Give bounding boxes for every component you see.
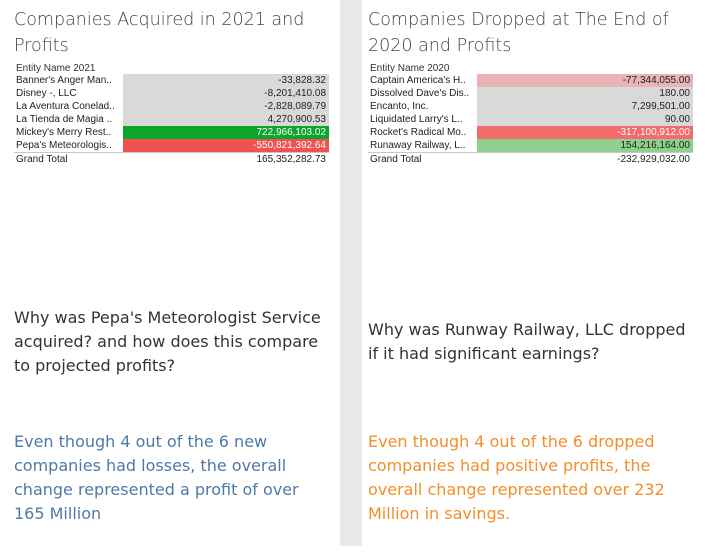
dropped-answer: Even though 4 out of the 6 dropped compa… — [368, 432, 665, 523]
entity-name: Rocket's Radical Mo.. — [370, 127, 467, 138]
entity-name: La Aventura Conelad.. — [16, 101, 115, 112]
table-row[interactable]: La Aventura Conelad.. -2,828,089.79 — [14, 100, 329, 113]
grand-total-value: 165,352,282.73 — [123, 152, 329, 166]
profit-cell: -317,100,912.00 — [477, 126, 693, 139]
profit-cell: 722,966,103.02 — [123, 126, 329, 139]
grand-total-label: Grand Total — [368, 152, 477, 166]
table-row[interactable]: Dissolved Dave's Dis.. 180.00 — [368, 87, 693, 100]
grand-total-label: Grand Total — [14, 152, 123, 166]
profit-cell: -77,344,055.00 — [477, 74, 693, 87]
profit-cell: -2,828,089.79 — [123, 100, 329, 113]
entity-name: Runaway Railway, L.. — [370, 140, 466, 151]
acquired-question: Why was Pepa's Meteorologist Service acq… — [14, 308, 321, 375]
entity-name: La Tienda de Magia .. — [16, 114, 113, 125]
table-row[interactable]: La Tienda de Magia .. 4,270,900.53 — [14, 113, 329, 126]
table-header-row: Entity Name 2020 — [368, 62, 693, 74]
column-header-entity: Entity Name 2021 — [16, 62, 96, 74]
profit-cell: 90.00 — [477, 113, 693, 126]
profit-cell: 4,270,900.53 — [123, 113, 329, 126]
table-row[interactable]: Encanto, Inc. 7,299,501.00 — [368, 100, 693, 113]
entity-name: Liquidated Larry's L.. — [370, 114, 463, 125]
table-row[interactable]: Pepa's Meteorologis.. -550,821,392.64 — [14, 139, 329, 153]
table-row[interactable]: Liquidated Larry's L.. 90.00 — [368, 113, 693, 126]
dropped-title: Companies Dropped at The End of 2020 and… — [368, 10, 669, 56]
entity-name: Captain America's H.. — [370, 75, 466, 86]
table-row[interactable]: Captain America's H.. -77,344,055.00 — [368, 74, 693, 87]
acquired-title: Companies Acquired in 2021 and Profits — [14, 10, 305, 56]
entity-name: Pepa's Meteorologis.. — [16, 140, 112, 151]
profit-cell: 7,299,501.00 — [477, 100, 693, 113]
entity-name: Disney -, LLC — [16, 88, 77, 99]
entity-name: Dissolved Dave's Dis.. — [370, 88, 470, 99]
entity-name: Mickey's Merry Rest.. — [16, 127, 112, 138]
grand-total-row: Grand Total -232,929,032.00 — [368, 152, 693, 166]
profit-cell: 154,216,164.00 — [477, 139, 693, 153]
table-row[interactable]: Mickey's Merry Rest.. 722,966,103.02 — [14, 126, 329, 139]
dropped-table: Entity Name 2020 Captain America's H.. -… — [368, 62, 693, 166]
profit-cell: -550,821,392.64 — [123, 139, 329, 153]
table-header-row: Entity Name 2021 — [14, 62, 329, 74]
dropped-question: Why was Runway Railway, LLC dropped if i… — [368, 320, 686, 363]
table-row[interactable]: Banner's Anger Man.. -33,828.32 — [14, 74, 329, 87]
profit-cell: -33,828.32 — [123, 74, 329, 87]
profit-cell: 180.00 — [477, 87, 693, 100]
profit-cell: -8,201,410.08 — [123, 87, 329, 100]
grand-total-value: -232,929,032.00 — [477, 152, 693, 166]
entity-name: Banner's Anger Man.. — [16, 75, 112, 86]
table-row[interactable]: Disney -, LLC -8,201,410.08 — [14, 87, 329, 100]
panel-divider — [340, 0, 362, 546]
table-row[interactable]: Rocket's Radical Mo.. -317,100,912.00 — [368, 126, 693, 139]
table-row[interactable]: Runaway Railway, L.. 154,216,164.00 — [368, 139, 693, 153]
acquired-table: Entity Name 2021 Banner's Anger Man.. -3… — [14, 62, 329, 166]
column-header-entity: Entity Name 2020 — [370, 62, 450, 74]
grand-total-row: Grand Total 165,352,282.73 — [14, 152, 329, 166]
entity-name: Encanto, Inc. — [370, 101, 429, 112]
acquired-answer: Even though 4 out of the 6 new companies… — [14, 432, 299, 523]
